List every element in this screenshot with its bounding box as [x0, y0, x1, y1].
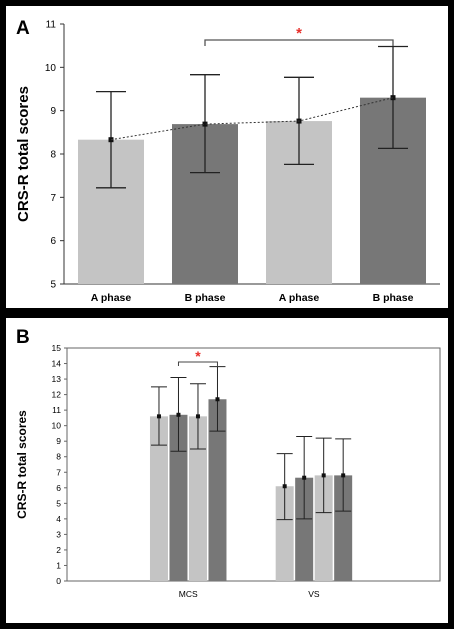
significance-bracket-a: [204, 39, 394, 46]
y-tick-label-b: 13: [52, 374, 62, 384]
y-tick-label-b: 2: [56, 545, 61, 555]
panel-a: A CRS-R total scores 5 6 7 8 9 10 11 A phase B p…: [6, 6, 448, 308]
mean-marker-a: [202, 121, 208, 127]
bar-b: [295, 477, 314, 581]
x-tick-label-a: A phase: [91, 292, 132, 304]
plot-frame-b: [66, 347, 441, 582]
bar-b: [149, 416, 168, 581]
chart-b: B CRS-R total scores 0123456789101112131…: [15, 327, 441, 599]
significance-bracket-b: [177, 361, 218, 366]
panel-label-b: B: [16, 327, 30, 348]
y-tick-label-b: 11: [52, 405, 61, 415]
mean-marker-b: [341, 473, 346, 478]
trend-line-a: [110, 97, 394, 141]
bar-b: [334, 475, 353, 581]
y-axis-title-b: CRS-R total scores: [15, 410, 29, 519]
mean-marker-b: [156, 414, 161, 419]
mean-marker-b: [282, 484, 287, 489]
y-tick-label-b: 12: [52, 390, 62, 400]
bar-b: [314, 475, 333, 581]
significance-marker-a: *: [296, 25, 302, 42]
y-tick-label-b: 10: [52, 421, 62, 431]
mean-marker-b: [302, 475, 307, 480]
y-tick-label-a: 11: [46, 20, 57, 31]
x-tick-label-b: VS: [308, 589, 320, 599]
chart-a: A CRS-R total scores 5 6 7 8 9 10 11 A phase B p…: [15, 18, 440, 304]
y-tick-label-b: 8: [56, 452, 61, 462]
y-axis-title-a: CRS-R total scores: [15, 86, 32, 222]
x-tick-label-a: B phase: [185, 292, 226, 304]
bar-b: [275, 486, 294, 581]
panel-label-a: A: [16, 18, 30, 39]
x-tick-label-b: MCS: [179, 589, 198, 599]
y-tick-label-b: 5: [56, 498, 61, 508]
y-tick-label-b: 4: [56, 514, 61, 524]
y-tick-label-b: 14: [52, 359, 62, 369]
y-tick-label-b: 6: [56, 483, 61, 493]
mean-marker-b: [321, 473, 326, 478]
panel-b: B CRS-R total scores 0 1 2 3 4 5 6 7 8 9 10 11 12 13 1…: [6, 318, 448, 623]
y-tick-label-a: 8: [50, 150, 56, 161]
y-tick-label-b: 0: [56, 576, 61, 586]
bar-b: [169, 414, 188, 581]
y-tick-label-a: 5: [50, 280, 56, 291]
y-tick-label-a: 10: [45, 63, 57, 74]
bar-b: [188, 416, 207, 581]
mean-marker-a: [390, 95, 396, 101]
significance-marker-b: *: [195, 348, 201, 364]
mean-marker-b: [176, 412, 181, 417]
y-tick-label-b: 1: [56, 560, 61, 570]
y-tick-label-a: 6: [50, 236, 56, 247]
y-tick-label-b: 9: [56, 436, 61, 446]
y-tick-label-b: 3: [56, 529, 61, 539]
y-tick-label-b: 15: [52, 343, 62, 353]
x-tick-label-a: A phase: [279, 292, 320, 304]
mean-marker-b: [195, 414, 200, 419]
x-tick-label-a: B phase: [373, 292, 414, 304]
mean-marker-b: [215, 397, 220, 402]
y-tick-label-b: 7: [56, 467, 61, 477]
y-tick-label-a: 9: [50, 106, 56, 117]
bar-b: [208, 399, 227, 581]
y-tick-label-a: 7: [50, 193, 56, 204]
